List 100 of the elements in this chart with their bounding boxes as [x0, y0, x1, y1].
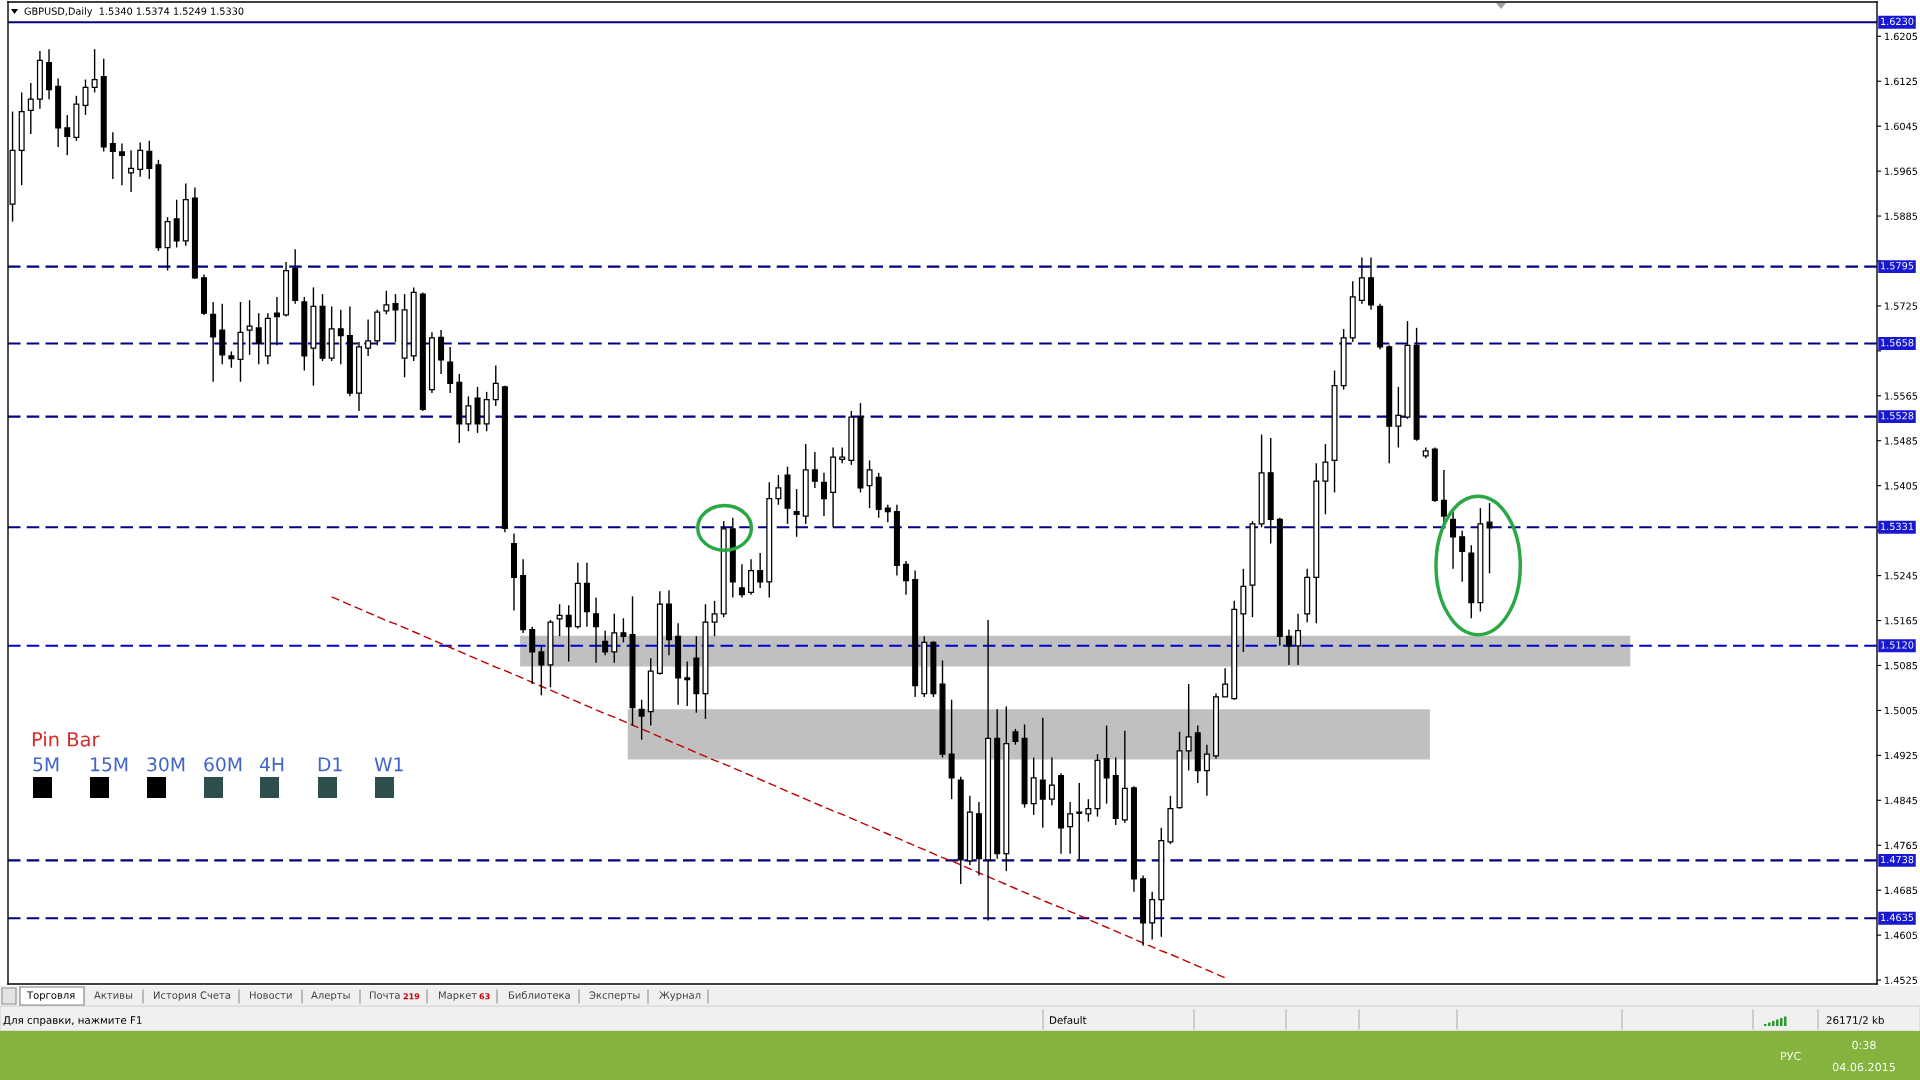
y-tick-label: 1.5005 — [1885, 706, 1918, 715]
y-tick-label: 1.4925 — [1885, 751, 1918, 760]
candlestick — [1039, 717, 1046, 829]
text: История Счета — [153, 991, 231, 1001]
candlestick — [1486, 502, 1493, 575]
candlestick — [1085, 798, 1092, 823]
candlestick — [820, 472, 827, 517]
candlestick — [27, 82, 34, 135]
y-tick-label: 1.4845 — [1885, 796, 1918, 805]
y-tick-label: 1.5405 — [1885, 482, 1918, 490]
candlestick — [529, 626, 536, 685]
candlestick — [109, 131, 116, 180]
y-tick-label: 1.6205 — [1885, 32, 1918, 41]
candlestick — [365, 318, 372, 357]
candlestick — [538, 645, 545, 696]
candlestick — [556, 603, 563, 637]
candlestick — [465, 395, 472, 432]
annotation: 60M — [204, 757, 242, 772]
candlestick — [383, 290, 390, 316]
ref-line-label: 1.5120 — [1881, 641, 1914, 649]
text: 219 — [403, 993, 420, 1000]
ref-line-label: 1.4635 — [1881, 913, 1914, 922]
candlestick — [1149, 891, 1156, 941]
candlestick — [711, 600, 718, 637]
candlestick — [137, 141, 144, 178]
candlestick — [775, 474, 782, 506]
y-tick-label: 1.5965 — [1885, 167, 1918, 175]
text: Библиотека — [508, 990, 570, 999]
candlestick — [64, 114, 71, 157]
text: GBPUSD,Daily 1.5340 1.5374 1.5249 1.5330 — [24, 7, 244, 17]
text: РУС — [1781, 1051, 1801, 1061]
candlestick — [948, 699, 955, 800]
y-tick-label: 1.5725 — [1885, 302, 1918, 310]
ref-line-label: 1.5331 — [1881, 522, 1914, 531]
text: Торговля — [26, 991, 75, 1001]
candlestick — [447, 346, 454, 394]
candlestick — [602, 629, 609, 657]
candlestick — [748, 558, 755, 596]
candlestick — [1285, 628, 1292, 666]
annotation: 4H — [259, 757, 284, 772]
candlestick — [118, 142, 125, 186]
candlestick — [1185, 683, 1192, 772]
text: 04.06.2015 — [1832, 1062, 1895, 1072]
candlestick — [811, 451, 818, 489]
candlestick — [1103, 724, 1110, 805]
ref-line-label: 1.5528 — [1881, 412, 1914, 420]
candlestick — [210, 301, 217, 383]
ref-line-label: 1.5658 — [1881, 339, 1914, 347]
text: Эксперты — [589, 991, 640, 1001]
candlestick — [866, 459, 873, 509]
y-tick-label: 1.6045 — [1885, 122, 1918, 130]
candlestick — [173, 199, 180, 249]
candlestick — [738, 563, 745, 599]
candlestick — [255, 312, 262, 366]
candlestick — [492, 364, 499, 407]
candlestick — [1459, 529, 1466, 583]
candlestick — [337, 309, 344, 366]
annotation: D1 — [318, 757, 342, 772]
annotation: Pin Bar — [32, 731, 100, 747]
candlestick — [273, 296, 280, 346]
text: 0:38 — [1852, 1040, 1876, 1050]
candlestick — [793, 488, 800, 538]
annotation: 15M — [91, 757, 128, 772]
y-tick-label: 1.5245 — [1885, 572, 1918, 580]
candlestick — [82, 78, 89, 116]
y-tick-label: 1.5485 — [1885, 437, 1918, 445]
text: Активы — [94, 991, 133, 999]
candlestick — [565, 604, 572, 663]
y-tick-label: 1.5565 — [1885, 392, 1918, 400]
candlestick — [128, 149, 135, 193]
y-tick-label: 1.5085 — [1885, 661, 1918, 670]
candlestick — [1322, 443, 1329, 516]
candlestick — [1358, 256, 1365, 305]
candlestick — [91, 48, 98, 94]
annotation: 5M — [33, 757, 59, 772]
annotation: 30M — [147, 757, 185, 772]
text: 63 — [479, 993, 490, 1000]
annotation: W1 — [374, 757, 403, 772]
candlestick — [438, 329, 445, 375]
text: Для справки, нажмите F1 — [3, 1016, 142, 1026]
candlestick — [146, 140, 153, 180]
ref-line-label: 1.4738 — [1881, 855, 1914, 864]
candlestick — [1295, 613, 1302, 666]
candlestick — [1395, 386, 1402, 449]
candlestick — [1450, 510, 1457, 570]
y-tick-label: 1.4685 — [1885, 886, 1918, 895]
text: Новости — [249, 991, 292, 999]
text: 26171/2 kb — [1826, 1016, 1884, 1025]
candlestick — [1067, 801, 1074, 855]
y-tick-label: 1.5885 — [1885, 212, 1918, 220]
candlestick — [1048, 756, 1055, 807]
y-tick-label: 1.4525 — [1885, 976, 1918, 984]
y-tick-label: 1.5165 — [1885, 617, 1918, 625]
candlestick — [392, 293, 399, 343]
candlestick — [757, 552, 764, 589]
y-tick-label: 1.4605 — [1885, 931, 1918, 939]
candlestick — [1203, 743, 1210, 797]
text: Почта — [369, 991, 400, 999]
y-tick-label: 1.6125 — [1885, 77, 1918, 86]
candlestick — [638, 699, 645, 741]
